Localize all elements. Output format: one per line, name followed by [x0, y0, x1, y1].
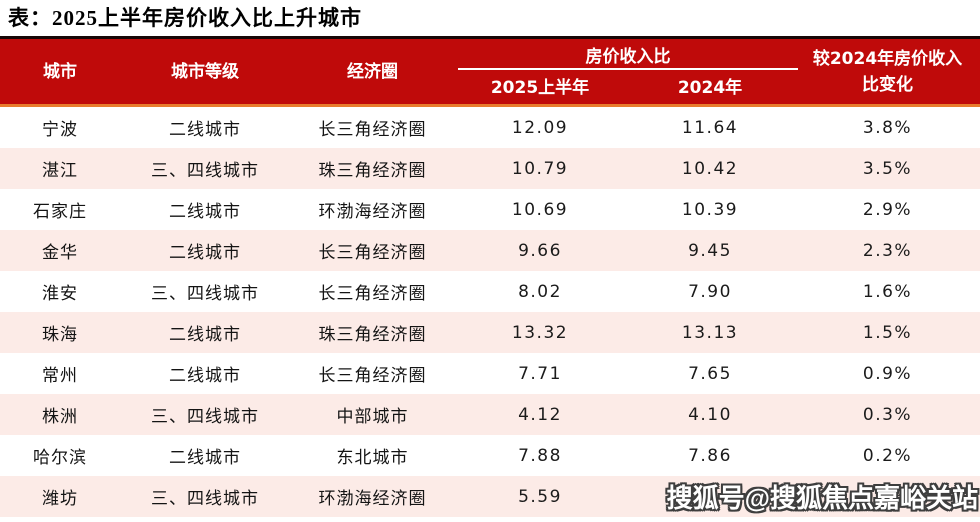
tier-cell: 二线城市 — [169, 366, 241, 385]
tier-cell: 二线城市 — [169, 120, 241, 139]
tier-cell: 二线城市 — [169, 325, 241, 344]
change-cell: 1.5% — [862, 322, 913, 343]
city-cell: 哈尔滨 — [33, 448, 87, 467]
header-accent-line — [0, 104, 980, 107]
ratio-2024-cell: 9.45 — [688, 240, 732, 261]
city-cell: 株洲 — [42, 407, 78, 426]
header-tier: 城市等级 — [171, 62, 239, 81]
change-cell: 1.6% — [862, 281, 913, 302]
ratio-2024-cell: 7.86 — [688, 445, 732, 466]
city-cell: 湛江 — [42, 161, 78, 180]
city-cell: 珠海 — [42, 325, 78, 344]
change-cell: 0.9% — [862, 363, 913, 384]
change-cell: 0.2% — [862, 486, 913, 507]
city-cell: 潍坊 — [42, 489, 78, 508]
header-ratio-2025h1: 2025上半年 — [490, 78, 590, 98]
circle-cell: 珠三角经济圈 — [318, 325, 427, 344]
tier-cell: 二线城市 — [169, 202, 241, 221]
header-change-line1: 较2024年房价收入 — [812, 48, 963, 69]
ratio-2025h1-cell: 7.71 — [518, 363, 562, 384]
header-ratio-group: 房价收入比 — [458, 46, 798, 70]
change-cell: 3.8% — [862, 117, 913, 138]
ratio-2025h1-cell: 5.59 — [518, 486, 562, 507]
change-cell: 0.2% — [862, 445, 913, 466]
table-row: 株洲 三、四线城市 中部城市 4.12 4.10 0.3% — [0, 394, 980, 435]
header-change-line2: 比变化 — [862, 74, 913, 94]
city-cell: 淮安 — [42, 284, 78, 303]
circle-cell: 长三角经济圈 — [318, 284, 427, 303]
ratio-2024-cell: 10.42 — [681, 158, 739, 179]
header-ratio-2024: 2024年 — [677, 78, 743, 98]
ratio-2025h1-cell: 4.12 — [518, 404, 562, 425]
ratio-2024-cell: 7.65 — [688, 363, 732, 384]
table-row: 湛江 三、四线城市 珠三角经济圈 10.79 10.42 3.5% — [0, 148, 980, 189]
ratio-2025h1-cell: 10.69 — [511, 199, 569, 220]
table-top-border — [0, 36, 980, 39]
ratio-2024-cell: 10.39 — [681, 199, 739, 220]
table-row: 潍坊 三、四线城市 环渤海经济圈 5.59 5.58 0.2% — [0, 476, 980, 517]
city-cell: 宁波 — [42, 120, 78, 139]
circle-cell: 环渤海经济圈 — [318, 202, 427, 221]
tier-cell: 三、四线城市 — [151, 284, 259, 303]
city-cell: 石家庄 — [33, 202, 87, 221]
change-cell: 2.9% — [862, 199, 913, 220]
table-header: 城市 城市等级 经济圈 房价收入比 2025上半年 2024年 较2024年房价… — [0, 39, 980, 104]
tier-cell: 二线城市 — [169, 243, 241, 262]
table-row: 淮安 三、四线城市 长三角经济圈 8.02 7.90 1.6% — [0, 271, 980, 312]
header-change: 较2024年房价收入 比变化 — [795, 39, 980, 104]
change-cell: 3.5% — [862, 158, 913, 179]
circle-cell: 长三角经济圈 — [318, 366, 427, 385]
tier-cell: 三、四线城市 — [151, 407, 259, 426]
table-row: 石家庄 二线城市 环渤海经济圈 10.69 10.39 2.9% — [0, 189, 980, 230]
header-circle: 经济圈 — [347, 62, 398, 81]
table-row: 金华 二线城市 长三角经济圈 9.66 9.45 2.3% — [0, 230, 980, 271]
ratio-2025h1-cell: 7.88 — [518, 445, 562, 466]
ratio-2025h1-cell: 9.66 — [518, 240, 562, 261]
table-row: 常州 二线城市 长三角经济圈 7.71 7.65 0.9% — [0, 353, 980, 394]
circle-cell: 东北城市 — [336, 448, 409, 467]
circle-cell: 长三角经济圈 — [318, 243, 427, 262]
table-body: 宁波 二线城市 长三角经济圈 12.09 11.64 3.8% 湛江 三、四线城市 珠三角经济圈… — [0, 107, 980, 517]
circle-cell: 珠三角经济圈 — [318, 161, 427, 180]
tier-cell: 三、四线城市 — [151, 161, 259, 180]
ratio-2024-cell: 11.64 — [681, 117, 739, 138]
table-row: 哈尔滨 二线城市 东北城市 7.88 7.86 0.2% — [0, 435, 980, 476]
ratio-2025h1-cell: 12.09 — [511, 117, 569, 138]
circle-cell: 长三角经济圈 — [318, 120, 427, 139]
watermark: 搜狐号@搜狐焦点嘉峪关站 — [666, 483, 978, 513]
ratio-2024-cell: 4.10 — [688, 404, 732, 425]
price-income-ratio-table: 城市 城市等级 经济圈 房价收入比 2025上半年 2024年 较2024年房价… — [0, 36, 980, 517]
city-cell: 金华 — [42, 243, 78, 262]
tier-cell: 二线城市 — [169, 448, 241, 467]
tier-cell: 三、四线城市 — [151, 489, 259, 508]
header-city: 城市 — [43, 62, 77, 81]
ratio-2024-cell: 7.90 — [688, 281, 732, 302]
ratio-2025h1-cell: 10.79 — [511, 158, 569, 179]
page-title: 表：2025上半年房价收入比上升城市 — [8, 6, 362, 30]
circle-cell: 中部城市 — [336, 407, 409, 426]
table-row: 宁波 二线城市 长三角经济圈 12.09 11.64 3.8% — [0, 107, 980, 148]
table-row: 珠海 二线城市 珠三角经济圈 13.32 13.13 1.5% — [0, 312, 980, 353]
circle-cell: 环渤海经济圈 — [318, 489, 427, 508]
change-cell: 0.3% — [862, 404, 913, 425]
ratio-2025h1-cell: 8.02 — [518, 281, 562, 302]
ratio-2024-cell: 13.13 — [681, 322, 739, 343]
change-cell: 2.3% — [862, 240, 913, 261]
ratio-2025h1-cell: 13.32 — [511, 322, 569, 343]
city-cell: 常州 — [42, 366, 78, 385]
ratio-2024-cell: 5.58 — [688, 486, 732, 507]
